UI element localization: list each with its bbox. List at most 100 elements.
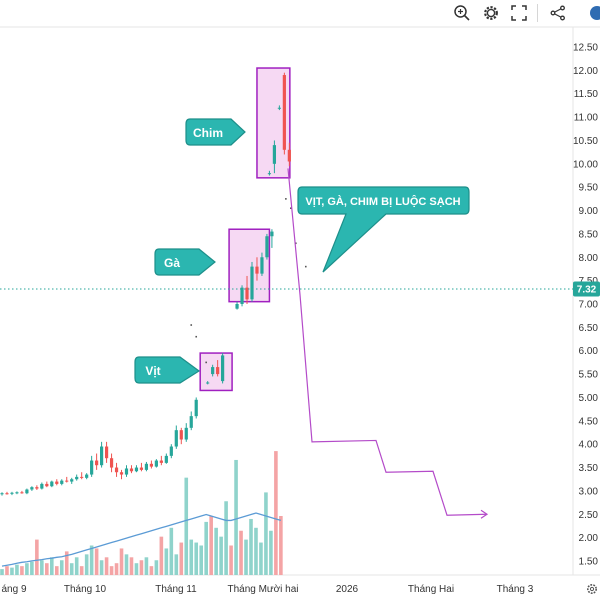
y-tick-label: 4.00: [579, 440, 599, 451]
candle: [240, 285, 244, 307]
highlight-boxes: [199, 67, 291, 392]
price-dots: [190, 198, 307, 364]
candle: [164, 453, 168, 464]
volume-bar: [124, 554, 129, 575]
volume-bar: [184, 477, 189, 575]
volume-bar: [139, 560, 144, 575]
y-tick-label: 6.00: [579, 346, 599, 357]
projection-arrow-head: [480, 509, 489, 519]
gear-icon[interactable]: [481, 3, 501, 23]
candle: [221, 353, 225, 384]
candle: [65, 476, 69, 483]
callout-ga-shape: [154, 248, 216, 276]
y-tick-label: 11.00: [574, 113, 599, 124]
volume-bar: [254, 527, 258, 575]
volume-bar: [204, 521, 208, 575]
volume-bar: [45, 563, 49, 575]
y-tick-label: 8.50: [579, 229, 599, 240]
volume-bar: [5, 566, 9, 575]
candle: [169, 444, 173, 459]
volume-bar: [274, 451, 278, 575]
candle: [272, 140, 277, 174]
share-icon[interactable]: [548, 3, 568, 23]
candle: [10, 491, 14, 496]
candle: [15, 491, 19, 495]
candle: [174, 425, 178, 449]
candle: [282, 72, 286, 155]
current-price-label: 7.32: [577, 285, 597, 296]
callout-ga: Gà: [154, 248, 216, 276]
volume-bar: [154, 560, 159, 575]
candle: [235, 301, 239, 310]
candle: [80, 472, 84, 480]
callout-chim-label: Chim: [193, 126, 223, 140]
volume-bar: [164, 548, 169, 575]
callout-main-shape: [297, 186, 470, 273]
current-price-tag: 7.32: [573, 281, 600, 297]
volume-bar: [10, 567, 14, 575]
callout-ga-label: Gà: [164, 256, 180, 270]
candle: [250, 261, 254, 302]
volume-bar: [129, 557, 134, 575]
candle: [270, 229, 274, 248]
candle: [277, 105, 281, 111]
volume-bar: [99, 560, 104, 575]
candle: [0, 492, 4, 496]
volume-bar: [169, 527, 174, 575]
y-tick-label: 5.50: [579, 370, 599, 381]
fullscreen-icon[interactable]: [509, 3, 529, 23]
volume-bar: [59, 560, 64, 575]
volume-bar: [279, 516, 283, 575]
volume-bar: [114, 563, 119, 575]
volume-bar: [269, 530, 273, 575]
volume-bar: [189, 539, 194, 575]
volume-bar: [79, 566, 84, 575]
x-tick-label: áng 9: [1, 584, 26, 595]
volume-bar: [0, 569, 4, 575]
price-dot: [295, 242, 297, 245]
axis-settings-icon[interactable]: [586, 583, 597, 594]
x-tick-label: Tháng 11: [155, 584, 197, 595]
callout-vit-label: Vịt: [145, 364, 160, 378]
zoom-search-icon[interactable]: [452, 3, 472, 23]
volume-bar: [109, 566, 114, 575]
candle: [216, 360, 220, 377]
time-axis: áng 9 Tháng 10 Tháng 11 Tháng Mười hai 2026 T…: [1, 584, 533, 595]
volume-bar: [20, 566, 24, 575]
chart-toolbar: [0, 0, 600, 26]
price-dot: [285, 198, 287, 200]
y-tick-label: 9.00: [579, 206, 599, 217]
x-tick-label: Tháng 3: [497, 584, 534, 595]
volume-bar: [134, 563, 139, 575]
candle: [85, 473, 89, 480]
candle: [124, 465, 129, 477]
x-tick-label: Tháng Mười hai: [227, 584, 298, 595]
candle: [267, 170, 272, 176]
callout-chim: Chim: [185, 118, 246, 146]
volume-bar: [199, 545, 203, 575]
volume-bar: [219, 536, 223, 575]
candle: [184, 423, 188, 442]
candle: [40, 482, 44, 490]
volume-bar: [94, 548, 99, 575]
avatar[interactable]: [590, 6, 600, 20]
candle: [260, 252, 264, 276]
volume-bar: [229, 545, 233, 575]
candle: [70, 477, 74, 484]
price-dot: [205, 361, 207, 364]
candle: [100, 441, 104, 468]
volume-bar: [149, 566, 154, 575]
volume-bar: [159, 536, 164, 575]
callout-chim-shape: [185, 118, 246, 146]
candle: [129, 465, 134, 474]
toolbar-separator: [537, 4, 538, 22]
candle: [55, 479, 59, 486]
candle: [30, 486, 34, 491]
volume-bar: [239, 530, 243, 575]
candle: [189, 411, 193, 431]
price-dot: [304, 265, 307, 268]
candle: [179, 427, 183, 445]
price-dot: [290, 207, 292, 210]
projection-line: [287, 168, 488, 516]
